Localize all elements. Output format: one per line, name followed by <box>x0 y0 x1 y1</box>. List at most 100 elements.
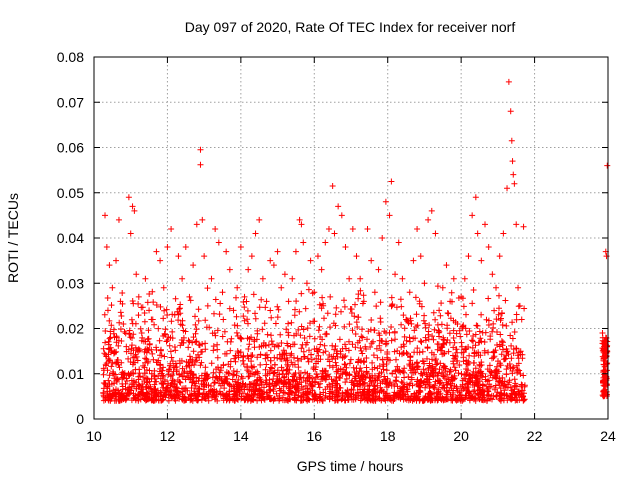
data-point <box>322 239 329 246</box>
data-point <box>425 216 432 223</box>
data-point <box>410 257 417 264</box>
x-tick-label: 14 <box>233 428 249 444</box>
data-point <box>331 230 338 237</box>
x-axis-label: GPS time / hours <box>297 458 404 474</box>
data-point <box>474 230 481 237</box>
x-tick-label: 20 <box>453 428 469 444</box>
data-point <box>516 302 523 309</box>
data-point <box>513 221 520 228</box>
data-point <box>510 171 517 178</box>
data-point <box>204 302 211 309</box>
data-point <box>104 307 111 314</box>
data-point <box>252 230 259 237</box>
data-point <box>135 293 142 300</box>
data-point <box>360 298 367 305</box>
data-point <box>281 271 288 278</box>
data-point <box>102 361 109 368</box>
data-point <box>303 280 310 287</box>
data-point <box>300 239 307 246</box>
data-point <box>485 244 492 251</box>
data-point <box>507 108 514 115</box>
data-point <box>500 230 507 237</box>
y-tick-label: 0.03 <box>57 275 84 291</box>
data-point <box>102 212 109 219</box>
data-point <box>179 275 186 282</box>
data-point <box>285 298 292 305</box>
data-point <box>509 158 516 165</box>
data-point <box>193 221 200 228</box>
data-point <box>386 212 393 219</box>
data-point <box>230 307 237 314</box>
data-point <box>234 284 241 291</box>
data-point <box>604 162 611 169</box>
data-point <box>417 253 424 260</box>
data-point <box>259 275 266 282</box>
data-point <box>399 275 406 282</box>
x-tick-label: 24 <box>600 428 616 444</box>
y-tick-label: 0.01 <box>57 366 84 382</box>
data-point <box>379 235 386 241</box>
data-point <box>599 330 606 337</box>
data-point <box>219 289 226 296</box>
data-point <box>245 266 252 273</box>
data-point <box>375 266 382 273</box>
data-point <box>113 257 120 264</box>
data-point <box>353 253 360 260</box>
data-point <box>157 257 164 264</box>
data-point <box>296 216 303 223</box>
data-point <box>248 253 255 260</box>
data-point <box>505 78 512 85</box>
data-point <box>171 311 178 318</box>
x-tick-label: 18 <box>380 428 396 444</box>
y-tick-label: 0.07 <box>57 94 84 110</box>
data-point <box>421 280 428 287</box>
y-tick-label: 0.04 <box>57 230 84 246</box>
data-point <box>338 212 345 219</box>
data-point <box>109 284 116 291</box>
data-point <box>335 203 342 210</box>
data-point <box>518 316 525 323</box>
y-tick-label: 0 <box>76 411 84 427</box>
data-point <box>106 262 113 269</box>
data-point <box>314 253 321 260</box>
data-point <box>125 194 132 201</box>
data-point <box>278 284 285 291</box>
data-point <box>478 257 485 264</box>
grid-lines <box>94 57 608 419</box>
data-point <box>392 271 399 278</box>
dense-points-path <box>100 283 611 404</box>
data-point <box>168 225 175 232</box>
data-point <box>414 225 421 232</box>
data-point <box>111 375 118 382</box>
data-point <box>129 203 136 210</box>
data-point <box>382 198 389 205</box>
data-point <box>117 298 124 305</box>
axis-ticks <box>93 56 609 420</box>
data-point <box>256 216 263 223</box>
data-point <box>504 185 511 192</box>
data-point <box>201 253 208 260</box>
data-point <box>465 253 472 260</box>
data-point <box>436 307 443 314</box>
data-point <box>406 289 413 296</box>
data-point <box>270 262 277 269</box>
data-point <box>364 225 371 232</box>
x-tick-label: 16 <box>306 428 322 444</box>
data-point <box>208 275 215 282</box>
data-point <box>149 316 156 323</box>
data-point <box>298 221 305 228</box>
data-point <box>443 262 450 269</box>
data-point <box>602 379 609 386</box>
data-point <box>329 182 336 189</box>
data-point <box>107 334 114 341</box>
data-point <box>493 284 500 291</box>
data-point <box>349 225 356 232</box>
data-point <box>212 225 219 232</box>
data-point <box>160 284 167 291</box>
data-point <box>274 248 281 255</box>
y-tick-labels: 0 0.01 0.02 0.03 0.04 0.05 0.06 0.07 0.08 <box>57 49 84 427</box>
data-point <box>472 194 479 201</box>
data-point <box>458 293 465 300</box>
data-point <box>318 266 325 273</box>
data-point <box>461 275 468 282</box>
